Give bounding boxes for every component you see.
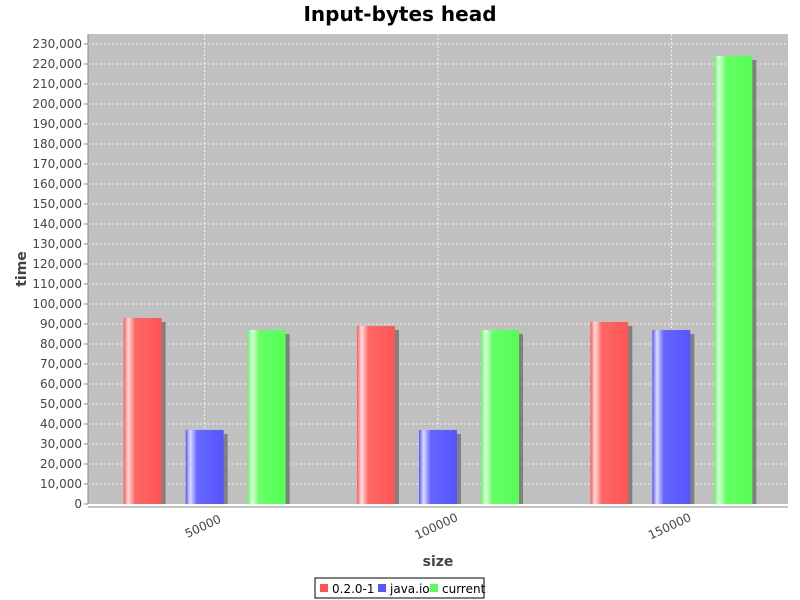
y-tick-label: 200,000 (32, 97, 82, 111)
chart-title: Input-bytes head (303, 2, 496, 26)
y-tick-label: 70,000 (40, 357, 82, 371)
legend-swatch (430, 584, 438, 592)
y-tick-label: 110,000 (32, 277, 82, 291)
y-tick-label: 140,000 (32, 217, 82, 231)
bar-0.2.0-1-100000 (357, 326, 395, 504)
bar-java.io-100000 (419, 430, 457, 504)
y-axis-label: time (14, 251, 30, 287)
y-tick-label: 160,000 (32, 177, 82, 191)
legend: 0.2.0-1 java.io current (314, 577, 486, 599)
grid (88, 34, 788, 504)
legend-label: java.io (389, 582, 430, 596)
y-tick-label: 0 (74, 497, 82, 511)
y-tick-label: 130,000 (32, 237, 82, 251)
y-tick-label: 180,000 (32, 137, 82, 151)
y-tick-label: 30,000 (40, 437, 82, 451)
x-axis-label: size (423, 554, 454, 570)
y-tick-label: 100,000 (32, 297, 82, 311)
bar-0.2.0-1-50000 (123, 318, 162, 504)
x-ticks: 50000 100000 150000 (183, 510, 694, 542)
bar-current-100000 (481, 330, 519, 504)
y-tick-label: 60,000 (40, 377, 82, 391)
y-tick-label: 150,000 (32, 197, 82, 211)
y-tick-label: 190,000 (32, 117, 82, 131)
x-tick-label: 150000 (646, 510, 693, 542)
y-tick-label: 210,000 (32, 77, 82, 91)
legend-swatch (320, 584, 328, 592)
y-tick-label: 90,000 (40, 317, 82, 331)
bar-current-150000 (714, 56, 753, 504)
y-ticks: 0 10,000 20,000 30,000 40,000 50,000 60,000 70,… (32, 37, 88, 511)
y-tick-label: 80,000 (40, 337, 82, 351)
y-tick-label: 50,000 (40, 397, 82, 411)
legend-label: current (442, 582, 486, 596)
y-tick-label: 20,000 (40, 457, 82, 471)
bar-java.io-50000 (185, 430, 224, 504)
bars (123, 56, 757, 504)
y-tick-label: 170,000 (32, 157, 82, 171)
bar-current-50000 (247, 330, 286, 504)
y-tick-label: 220,000 (32, 57, 82, 71)
y-tick-label: 120,000 (32, 257, 82, 271)
y-tick-label: 40,000 (40, 417, 82, 431)
y-tick-label: 10,000 (40, 477, 82, 491)
bar-java.io-150000 (652, 330, 691, 504)
bar-0.2.0-1-150000 (590, 322, 629, 504)
legend-swatch (378, 584, 386, 592)
y-tick-label: 230,000 (32, 37, 82, 51)
x-tick-label: 50000 (183, 512, 224, 541)
legend-label: 0.2.0-1 (332, 582, 375, 596)
x-tick-label: 100000 (413, 510, 460, 542)
legend-box (314, 577, 485, 599)
